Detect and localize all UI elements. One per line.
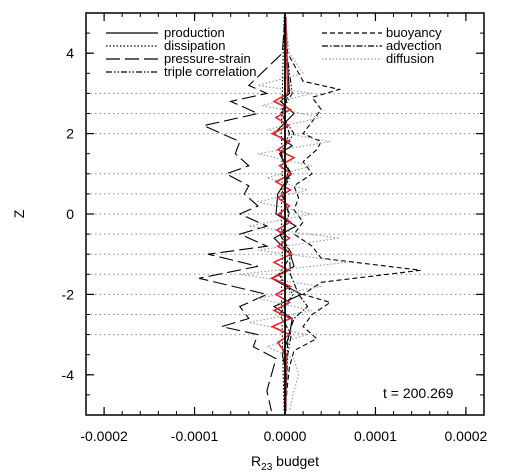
legend-label-diffusion: diffusion — [386, 51, 434, 66]
legend-label-production: production — [164, 25, 225, 40]
y-tick-label: -2 — [62, 286, 75, 302]
x-tick-label: -0.0002 — [80, 428, 128, 444]
y-tick-label: -4 — [62, 367, 75, 383]
legend: production dissipation pressure-strain t… — [106, 25, 442, 79]
y-tick-label: 0 — [66, 206, 74, 222]
x-axis: -0.0002 -0.0001 0.0000 0.0001 0.0002 — [80, 13, 488, 444]
series-line-dissipation — [280, 16, 285, 412]
y-tick-label: 4 — [66, 45, 74, 61]
legend-label-triple-correlation: triple correlation — [164, 64, 257, 79]
y-tick-label: 2 — [66, 126, 74, 142]
series-line-pressure-strain — [198, 16, 286, 412]
x-tick-label: -0.0001 — [171, 428, 219, 444]
x-tick-label: 0.0001 — [354, 428, 397, 444]
series-line-unlabeled-7 — [270, 16, 296, 411]
x-tick-label: 0.0000 — [264, 428, 307, 444]
series-line-buoyancy — [284, 16, 421, 412]
legend-label-pressure-strain: pressure-strain — [164, 51, 251, 66]
legend-label-buoyancy: buoyancy — [386, 25, 442, 40]
x-tick-label: 0.0002 — [444, 428, 487, 444]
x-axis-label: R23 budget — [251, 453, 319, 473]
legend-label-advection: advection — [386, 38, 442, 53]
time-annotation: t = 200.269 — [383, 385, 454, 401]
legend-label-dissipation: dissipation — [164, 38, 225, 53]
y-axis-label: Z — [11, 209, 27, 218]
series-group — [198, 13, 421, 415]
y-axis: -4 -2 0 2 4 — [62, 12, 484, 416]
